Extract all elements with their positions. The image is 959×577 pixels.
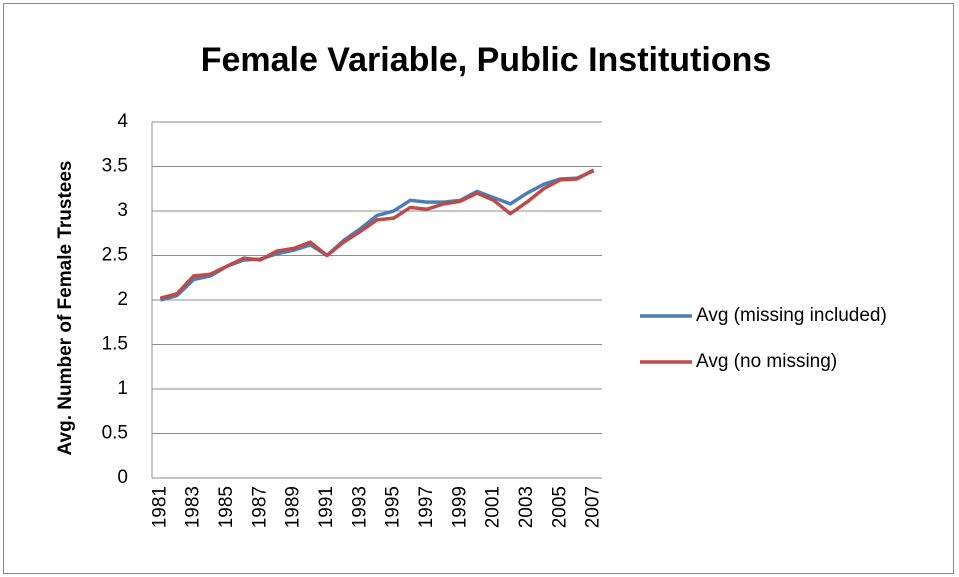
y-tick-label: 3 — [117, 200, 128, 221]
y-axis-label: Avg. Number of Female Trustees — [55, 161, 76, 456]
y-tick-label: 1.5 — [102, 334, 128, 355]
x-tick-label: 2005 — [549, 486, 570, 528]
y-tick-label: 1 — [117, 378, 128, 399]
x-tick-label: 1999 — [449, 486, 470, 528]
x-tick-label: 1991 — [316, 486, 337, 528]
legend-label: Avg (missing included) — [696, 305, 887, 326]
x-tick-label: 2001 — [483, 486, 504, 528]
x-tick-label: 1983 — [183, 486, 204, 528]
x-tick-label: 2003 — [516, 486, 537, 528]
x-tick-label: 1987 — [249, 486, 270, 528]
x-tick-label: 2007 — [583, 486, 604, 528]
x-tick-label: 1993 — [349, 486, 370, 528]
y-tick-label: 0 — [117, 467, 128, 488]
y-tick-label: 4 — [117, 111, 128, 132]
y-tick-label: 2 — [117, 289, 128, 310]
chart-title: Female Variable, Public Institutions — [201, 41, 772, 79]
data-line — [159, 168, 595, 300]
y-tick-label: 3.5 — [102, 156, 128, 177]
x-tick-label: 1997 — [416, 486, 437, 528]
x-tick-label: 1989 — [283, 486, 304, 528]
y-tick-label: 2.5 — [102, 245, 128, 266]
x-tick-label: 1995 — [383, 486, 404, 528]
y-tick-label: 0.5 — [102, 423, 128, 444]
legend-label: Avg (no missing) — [696, 351, 837, 372]
x-tick-label: 1981 — [149, 486, 170, 528]
chart-frame — [3, 3, 954, 574]
x-tick-label: 1985 — [216, 486, 237, 528]
